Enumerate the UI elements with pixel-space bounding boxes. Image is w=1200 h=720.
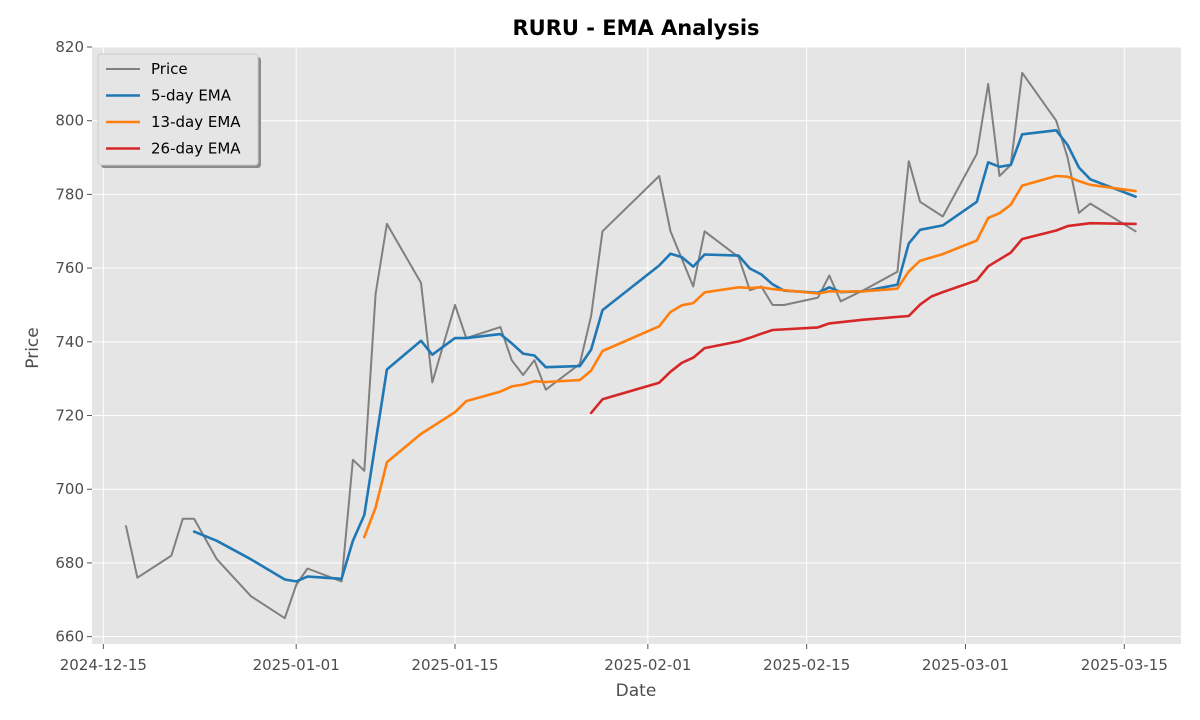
axis-ticks: 660 680 700 720 740 760 780 800 820 2024-12-15 202… (55, 38, 1168, 674)
legend-label-26-day-ema: 26-day EMA (151, 140, 241, 158)
series-line-5-day-ema (192, 129, 1137, 583)
x-tick-label: 2025-01-01 (253, 656, 340, 674)
legend: Price 5-day EMA 13-day EMA 26-day EMA (97, 53, 261, 168)
legend-label-5-day-ema: 5-day EMA (151, 87, 232, 105)
plot-area (92, 47, 1181, 644)
x-tick-label: 2025-01-15 (411, 656, 498, 674)
legend-label-price: Price (151, 60, 188, 78)
series-line-price (125, 71, 1137, 620)
x-tick-label: 2025-03-15 (1081, 656, 1168, 674)
legend-items: Price 5-day EMA 13-day EMA 26-day EMA (106, 60, 241, 158)
y-tick-label: 800 (55, 112, 84, 130)
x-tick-label: 2024-12-15 (60, 656, 147, 674)
chart-title: RURU - EMA Analysis (512, 16, 759, 40)
y-tick-label: 660 (55, 628, 84, 646)
x-tick-label: 2025-03-01 (922, 656, 1009, 674)
legend-label-13-day-ema: 13-day EMA (151, 113, 241, 131)
y-tick-label: 680 (55, 554, 84, 572)
series-lines (125, 71, 1137, 620)
grid-lines (92, 46, 1181, 644)
x-axis-label: Date (616, 681, 657, 701)
y-tick-label: 780 (55, 185, 84, 203)
series-line-13-day-ema (362, 174, 1137, 539)
legend-box (97, 53, 259, 166)
y-tick-label: 820 (55, 38, 84, 56)
series-line-26-day-ema (589, 221, 1137, 415)
x-tick-label: 2025-02-01 (604, 656, 691, 674)
y-tick-label: 740 (55, 333, 84, 351)
y-tick-label: 700 (55, 480, 84, 498)
x-tick-label: 2025-02-15 (763, 656, 850, 674)
y-axis-label: Price (23, 327, 43, 368)
y-tick-label: 720 (55, 407, 84, 425)
y-tick-label: 760 (55, 259, 84, 277)
